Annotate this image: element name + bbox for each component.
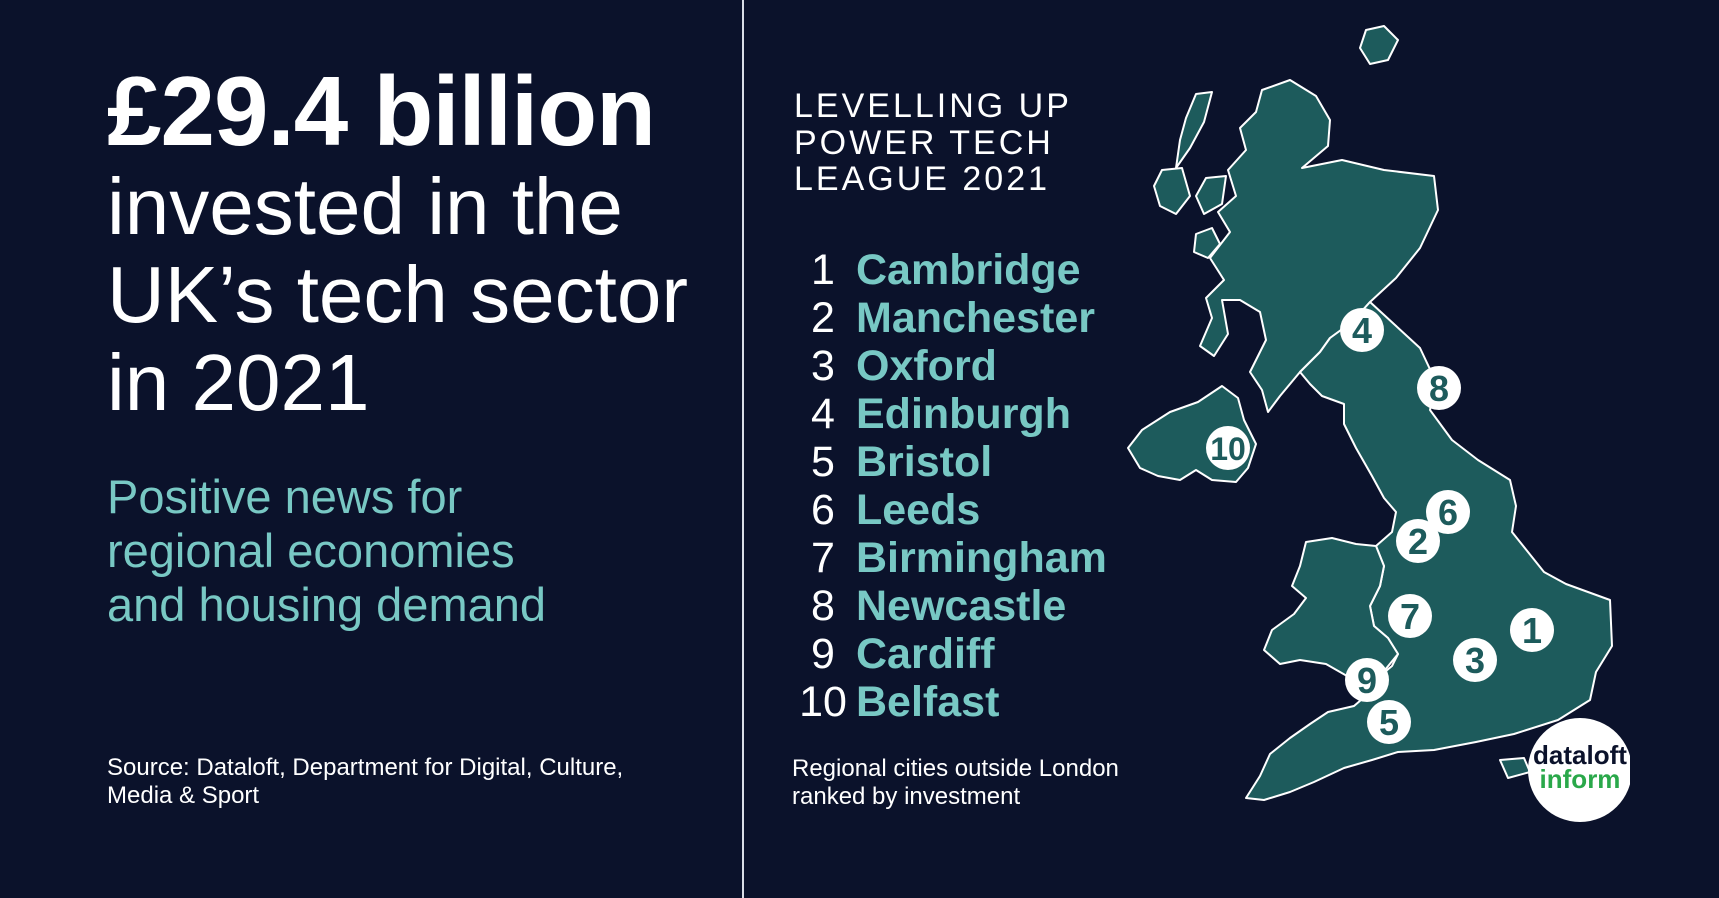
- map-markers: 4 8 10 6 2 7 1 3: [1206, 308, 1554, 744]
- rank-number: 4: [811, 389, 835, 438]
- ranking-item: 4 Edinburgh: [790, 390, 1107, 438]
- city-name: Oxford: [856, 341, 997, 390]
- headline: £29.4 billion: [107, 56, 656, 166]
- rank-number: 10: [799, 677, 847, 726]
- subhead-line: invested in the: [107, 161, 623, 251]
- orkney-region: [1359, 25, 1399, 65]
- map-marker-belfast: 10: [1206, 426, 1250, 470]
- city-name: Cardiff: [856, 629, 995, 678]
- ranking-item: 6 Leeds: [790, 486, 1107, 534]
- league-title-line: LEVELLING UP: [794, 87, 1072, 125]
- skye-region: [1195, 175, 1227, 215]
- svg-text:5: 5: [1379, 702, 1399, 743]
- svg-text:2: 2: [1408, 521, 1428, 562]
- ranking-item: 9 Cardiff: [790, 630, 1107, 678]
- svg-text:6: 6: [1438, 492, 1458, 533]
- uk-map: 4 8 10 6 2 7 1 3: [1127, 25, 1630, 822]
- city-name: Leeds: [856, 485, 981, 534]
- ranking-item: 5 Bristol: [790, 438, 1107, 486]
- headline-block: £29.4 billion invested in the UK’s tech …: [107, 60, 727, 427]
- map-marker-newcastle: 8: [1417, 366, 1461, 410]
- ranking-list: 1 Cambridge 2 Manchester 3 Oxford 4 Edinburg…: [790, 246, 1107, 726]
- ranking-item: 7 Birmingham: [790, 534, 1107, 582]
- map-marker-manchester: 2: [1396, 519, 1440, 563]
- rank-number: 1: [811, 245, 835, 294]
- map-marker-leeds: 6: [1426, 490, 1470, 534]
- svg-text:1: 1: [1522, 610, 1542, 651]
- map-marker-cambridge: 1: [1510, 608, 1554, 652]
- western-isle-region: [1193, 227, 1221, 259]
- ranking-item: 1 Cambridge: [790, 246, 1107, 294]
- league-title: LEVELLING UP POWER TECH LEAGUE 2021: [794, 88, 1072, 198]
- svg-text:7: 7: [1400, 596, 1420, 637]
- note-line: Regional cities outside London: [792, 755, 1119, 782]
- league-title-line: POWER TECH: [794, 123, 1054, 162]
- city-name: Birmingham: [856, 533, 1107, 582]
- rank-number: 2: [811, 293, 835, 342]
- tagline-line: regional economies: [107, 524, 515, 578]
- source-line: Media & Sport: [107, 781, 260, 809]
- rank-number: 3: [811, 341, 835, 390]
- rank-number: 6: [811, 485, 835, 534]
- subhead-line: UK’s tech sector: [107, 249, 688, 339]
- tagline-line: Positive news for: [107, 470, 463, 523]
- map-marker-birmingham: 7: [1388, 594, 1432, 638]
- rank-number: 7: [811, 533, 835, 582]
- ranking-item: 10 Belfast: [790, 678, 1107, 726]
- league-title-line: LEAGUE 2021: [794, 160, 1051, 199]
- inner-isles-region: [1153, 167, 1191, 215]
- outer-hebrides-region: [1175, 91, 1213, 169]
- svg-text:9: 9: [1357, 660, 1377, 701]
- city-name: Belfast: [856, 677, 1000, 726]
- city-name: Cambridge: [856, 245, 1081, 294]
- subheadline: invested in the UK’s tech sector in 2021: [107, 161, 727, 427]
- city-name: Newcastle: [856, 581, 1067, 630]
- source-note: Source: Dataloft, Department for Digital…: [107, 754, 623, 809]
- ranking-item: 2 Manchester: [790, 294, 1107, 342]
- svg-text:3: 3: [1465, 640, 1485, 681]
- source-line: Source: Dataloft, Department for Digital…: [107, 754, 624, 781]
- ranking-item: 8 Newcastle: [790, 582, 1107, 630]
- vertical-divider: [742, 0, 744, 898]
- map-marker-oxford: 3: [1453, 638, 1497, 682]
- rank-number: 9: [811, 629, 835, 678]
- dataloft-logo: dataloft inform: [1528, 718, 1630, 822]
- subhead-line: in 2021: [107, 337, 370, 427]
- scotland-region: [1199, 79, 1439, 413]
- tagline-line: and housing demand: [107, 578, 547, 632]
- city-name: Edinburgh: [856, 389, 1071, 438]
- ranking-item: 3 Oxford: [790, 342, 1107, 390]
- svg-text:8: 8: [1429, 368, 1449, 409]
- rank-number: 5: [811, 437, 835, 486]
- note-line: ranked by investment: [792, 782, 1021, 810]
- tagline: Positive news for regional economies and…: [107, 470, 546, 632]
- map-marker-edinburgh: 4: [1340, 308, 1384, 352]
- svg-text:10: 10: [1210, 431, 1246, 467]
- ranking-note: Regional cities outside London ranked by…: [792, 755, 1119, 810]
- isle-of-wight-region: [1499, 757, 1531, 779]
- city-name: Manchester: [856, 293, 1095, 342]
- map-marker-bristol: 5: [1367, 700, 1411, 744]
- svg-text:dataloft: dataloft: [1533, 740, 1627, 770]
- city-name: Bristol: [856, 437, 993, 486]
- svg-text:inform: inform: [1540, 764, 1621, 794]
- rank-number: 8: [811, 581, 835, 630]
- svg-text:4: 4: [1352, 310, 1372, 351]
- map-marker-cardiff: 9: [1345, 658, 1389, 702]
